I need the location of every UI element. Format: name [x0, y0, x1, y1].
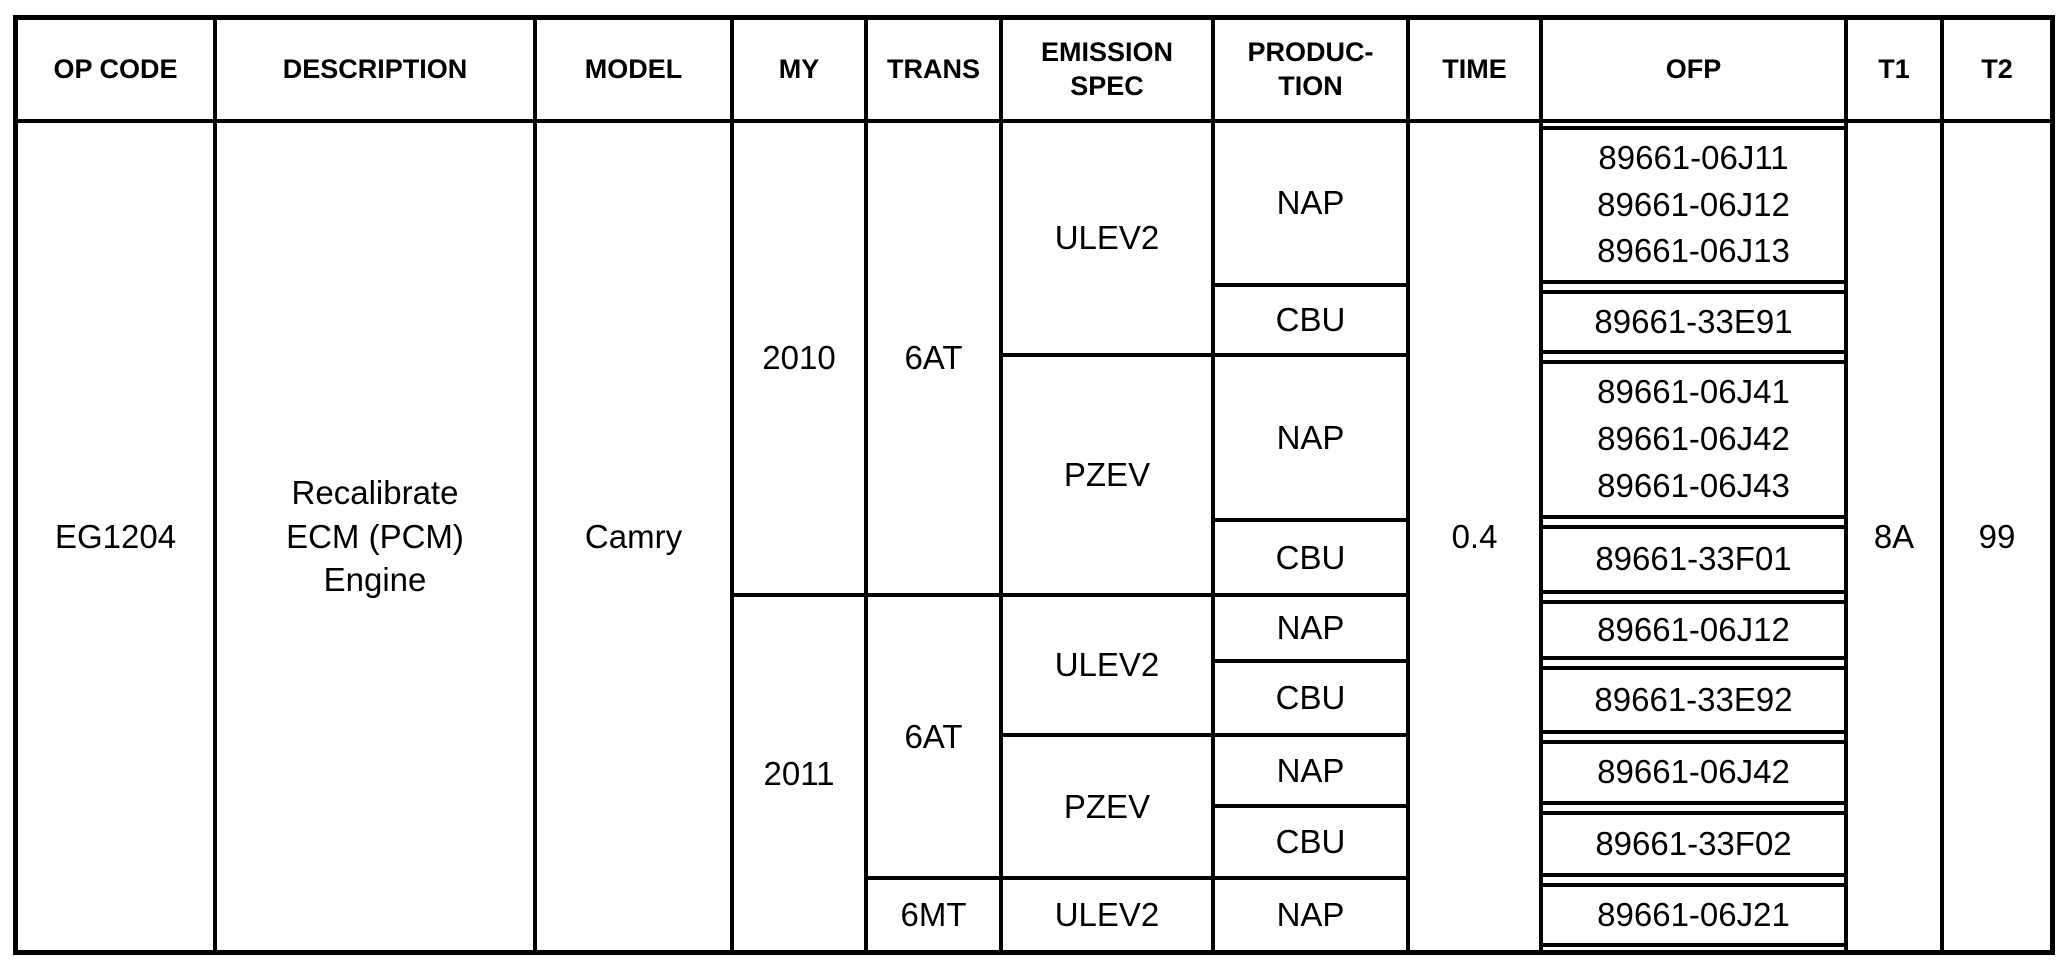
cell-ofp: 89661-06J42 — [1543, 737, 1848, 808]
cell-emission-2011-pzev: PZEV — [1003, 737, 1215, 880]
ofp-box: 89661-06J12 — [1543, 600, 1844, 660]
header-description: DESCRIPTION — [217, 20, 537, 123]
cell-t2: 99 — [1978, 517, 2016, 555]
cell-ofp: 89661-06J21 — [1543, 880, 1848, 950]
ofp-box: 89661-06J42 — [1543, 740, 1844, 805]
ofp-box: 89661-06J41 89661-06J42 89661-06J43 — [1543, 360, 1844, 519]
cell-production: CBU — [1215, 522, 1410, 597]
cell-ofp: 89661-33F02 — [1543, 808, 1848, 880]
cell-emission-6mt-ulev2: ULEV2 — [1003, 880, 1215, 950]
cell-production: NAP — [1215, 880, 1410, 950]
header-ofp: OFP — [1543, 20, 1848, 123]
cell-trans-2011-6at: 6AT — [868, 597, 1003, 880]
cell-ofp: 89661-33E91 — [1543, 287, 1848, 357]
ofp-box: 89661-06J11 89661-06J12 89661-06J13 — [1543, 126, 1844, 284]
cell-my-2011: 2011 — [734, 597, 868, 950]
cell-ofp: 89661-06J41 89661-06J42 89661-06J43 — [1543, 357, 1848, 522]
header-emission-spec: EMISSION SPEC — [1003, 20, 1215, 123]
header-op-code: OP CODE — [18, 20, 217, 123]
cell-my-2010: 2010 — [734, 123, 868, 597]
header-t2: T2 — [1944, 20, 2050, 123]
cell-time: 0.4 — [1410, 123, 1543, 950]
cell-description: Recalibrate ECM (PCM) Engine — [217, 123, 537, 950]
cell-emission-2010-ulev2: ULEV2 — [1003, 123, 1215, 357]
cell-production: CBU — [1215, 663, 1410, 737]
cell-trans-2010-6at: 6AT — [868, 123, 1003, 597]
cell-ofp: 89661-33F01 — [1543, 522, 1848, 597]
ofp-box: 89661-33F02 — [1543, 811, 1844, 877]
header-t1: T1 — [1848, 20, 1944, 123]
cell-model: Camry — [537, 123, 734, 950]
cell-ofp: 89661-06J11 89661-06J12 89661-06J13 — [1543, 123, 1848, 287]
ofp-box: 89661-33E91 — [1543, 290, 1844, 354]
header-time: TIME — [1410, 20, 1543, 123]
cell-production: CBU — [1215, 287, 1410, 357]
cell-production: NAP — [1215, 123, 1410, 287]
cell-emission-2011-ulev2: ULEV2 — [1003, 597, 1215, 737]
cell-t1: 8A — [1848, 123, 1944, 950]
header-production: PRODUC-TION — [1215, 20, 1410, 123]
ofp-box: 89661-33F01 — [1543, 525, 1844, 594]
cell-trans-2011-6mt: 6MT — [868, 880, 1003, 950]
op-code-table: OP CODE DESCRIPTION MODEL MY TRANS EMISS… — [13, 15, 2055, 955]
cell-production: NAP — [1215, 737, 1410, 808]
cell-op-code: EG1204 — [18, 123, 217, 950]
cell-production: NAP — [1215, 597, 1410, 663]
cell-production: CBU — [1215, 808, 1410, 880]
header-trans: TRANS — [868, 20, 1003, 123]
cell-emission-2010-pzev: PZEV — [1003, 357, 1215, 597]
cell-ofp: 89661-06J12 — [1543, 597, 1848, 663]
ofp-box: 89661-06J21 — [1543, 883, 1844, 947]
header-my: MY — [734, 20, 868, 123]
header-model: MODEL — [537, 20, 734, 123]
ofp-box: 89661-33E92 — [1543, 666, 1844, 734]
cell-ofp: 89661-33E92 — [1543, 663, 1848, 737]
cell-production: NAP — [1215, 357, 1410, 522]
